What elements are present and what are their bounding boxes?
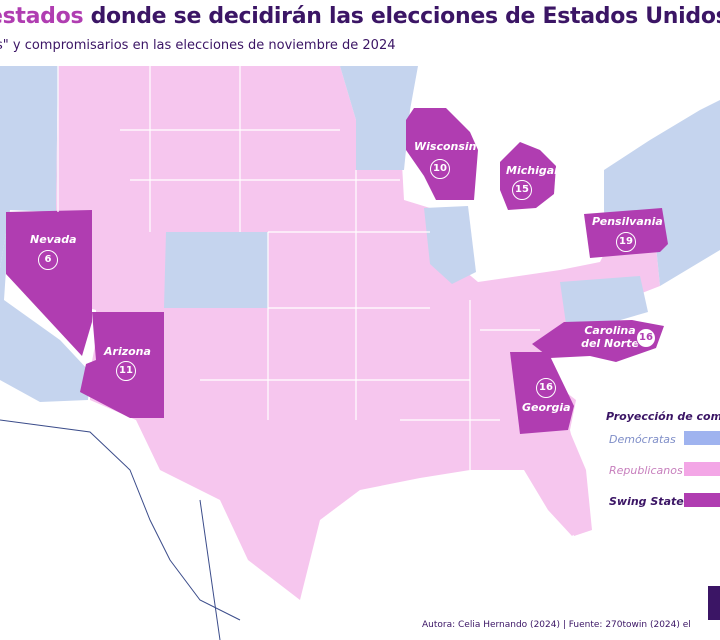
state-west-coast[interactable] [0, 66, 58, 268]
ev-badge-carolina-del-norte: 16 [636, 328, 656, 348]
state-california[interactable] [0, 210, 90, 402]
alaska-coast [0, 419, 241, 621]
ev-badge-arizona: 11 [116, 361, 136, 381]
lake-michigan [476, 134, 500, 214]
region-republican[interactable] [56, 66, 660, 600]
legend-swatch-democrats [684, 431, 720, 445]
state-minnesota[interactable] [340, 66, 418, 170]
state-virginia[interactable] [560, 276, 648, 326]
legend-label-swing-states: Swing States [609, 495, 691, 508]
label-nevada: Nevada [30, 233, 77, 246]
lake-erie [560, 204, 600, 226]
map-subtitle: s" y compromisarios en las elecciones de… [0, 38, 396, 53]
lake-superior [430, 80, 520, 108]
source-credit: Autora: Celia Hernando (2024) | Fuente: … [422, 620, 691, 630]
ev-badge-pensilvania: 19 [616, 232, 636, 252]
label-georgia: Georgia [522, 401, 571, 414]
label-pensilvania: Pensilvania [592, 215, 663, 228]
state-florida[interactable] [520, 432, 592, 536]
legend-title: Proyección de compr [606, 410, 720, 423]
legend-item-democrats: Demócratas [606, 429, 720, 454]
logo-icon [708, 586, 720, 620]
label-wisconsin: Wisconsin [414, 140, 477, 153]
ev-badge-michigan: 15 [512, 180, 532, 200]
state-borders [57, 66, 540, 470]
legend-label-democrats: Demócratas [609, 433, 676, 446]
state-carolina-del-norte[interactable] [532, 320, 664, 362]
label-michigan: Michigan [506, 164, 562, 177]
map-title: estados donde se decidirán las eleccione… [0, 4, 720, 29]
state-colorado-newmexico[interactable] [164, 232, 268, 308]
state-wisconsin[interactable] [406, 108, 478, 200]
ev-badge-nevada: 6 [38, 250, 58, 270]
legend-item-swing-states: Swing States [606, 491, 720, 516]
label-arizona: Arizona [104, 345, 151, 358]
state-illinois[interactable] [424, 206, 476, 284]
legend-swatch-swing-states [684, 493, 720, 507]
legend-swatch-republicans [684, 462, 720, 476]
ev-badge-wisconsin: 10 [430, 159, 450, 179]
state-nevada[interactable] [6, 210, 92, 356]
legend-label-republicans: Republicanos [609, 464, 683, 477]
title-accent: estados [0, 4, 84, 29]
ev-badge-georgia: 16 [536, 378, 556, 398]
label-carolina-del-norte: Carolina del Norte [581, 324, 639, 350]
legend: Proyección de compr Demócratas Republica… [606, 410, 720, 516]
title-rest: donde se decidirán las elecciones de Est… [90, 4, 720, 29]
legend-item-republicans: Republicanos [606, 460, 720, 485]
alaska-border [199, 499, 221, 640]
